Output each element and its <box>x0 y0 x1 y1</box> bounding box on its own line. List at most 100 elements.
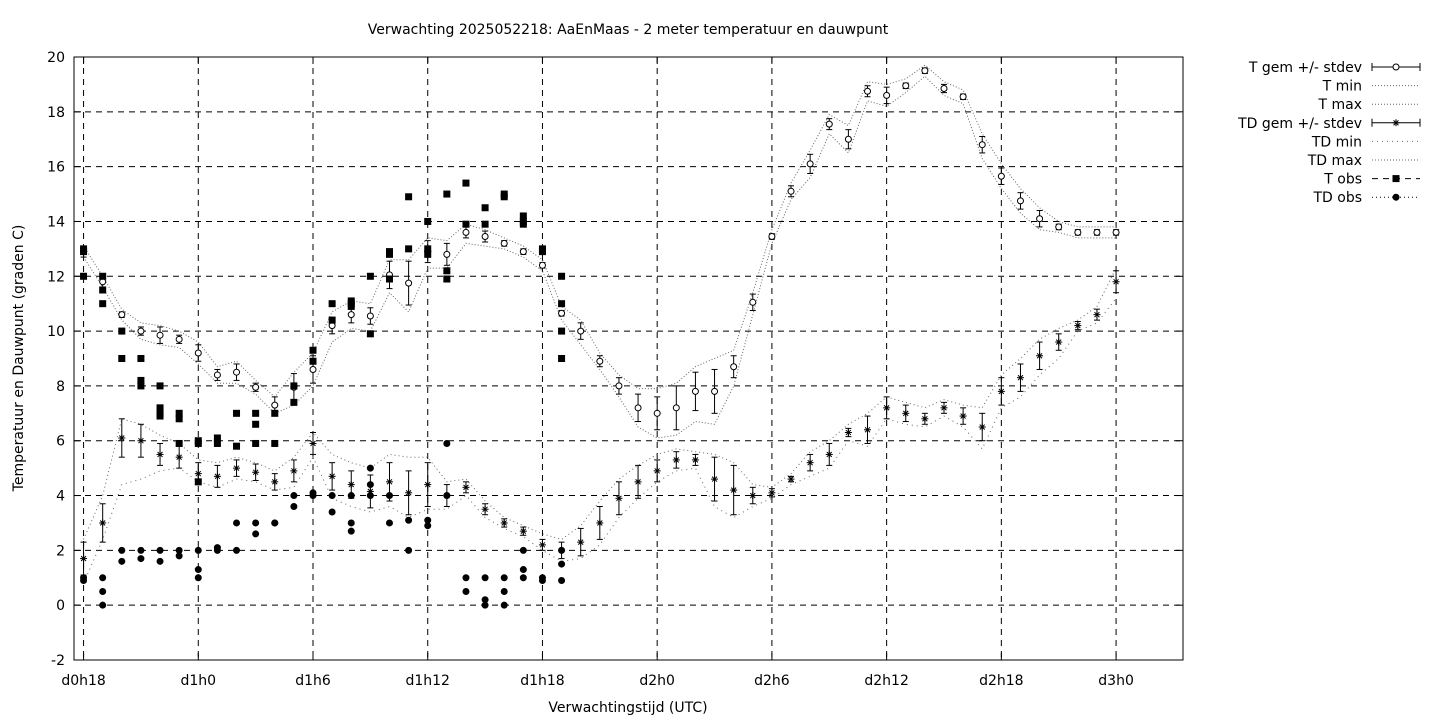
td-gem-point-stroke <box>138 437 144 444</box>
t-obs-point <box>99 272 107 280</box>
t-obs-point <box>271 439 279 447</box>
td-obs-point <box>519 546 527 554</box>
td-gem-point <box>749 492 757 500</box>
td-obs-point <box>99 587 107 595</box>
td-gem-point-stroke <box>845 429 852 436</box>
t-obs-point <box>137 382 145 390</box>
td-obs-point <box>80 577 88 585</box>
t-obs-point <box>194 478 202 486</box>
td-obs-point <box>290 503 298 511</box>
t-obs-point <box>385 250 393 258</box>
t-obs-point <box>194 439 202 447</box>
td-gem-point <box>347 481 355 489</box>
td-obs-point <box>519 566 527 574</box>
t-gem-point <box>672 404 680 412</box>
td-gem-point-stroke <box>118 435 125 441</box>
td-obs-point <box>500 574 508 582</box>
t-gem-point <box>538 261 546 269</box>
t-gem-point <box>118 311 126 319</box>
t-gem-point <box>481 233 489 241</box>
td-gem-point-stroke <box>1113 278 1119 285</box>
td-gem-point <box>1074 322 1082 330</box>
t-obs-point <box>558 272 566 280</box>
t-obs-point <box>519 212 527 220</box>
td-obs-point <box>156 557 164 565</box>
td-gem-point-stroke <box>539 542 546 548</box>
td-gem-point <box>711 475 719 483</box>
t-gem-point <box>844 135 852 143</box>
t-gem-point <box>921 67 929 75</box>
t-obs-point <box>156 412 164 420</box>
td-gem-point-stroke <box>597 520 603 526</box>
legend-marker <box>1392 63 1400 71</box>
td-gem-point-stroke <box>979 424 986 430</box>
td-gem-point-stroke <box>1036 352 1043 359</box>
td-gem-point-stroke <box>1075 322 1081 329</box>
t-obs-point <box>462 220 470 228</box>
td-gem-point <box>290 467 298 475</box>
t-gem-point <box>1074 228 1082 236</box>
td-obs-point <box>558 546 566 554</box>
td-gem-point-stroke <box>826 451 833 458</box>
y-tick-label: -2 <box>51 653 65 669</box>
legend-marker <box>1393 119 1399 126</box>
t-gem-point <box>1055 223 1063 231</box>
x-tick-label: d1h18 <box>520 673 564 689</box>
td-obs-point <box>366 481 374 489</box>
td-obs-point <box>328 492 336 500</box>
y-tick-label: 10 <box>47 324 65 340</box>
x-tick-label: d2h0 <box>639 673 675 689</box>
td-obs-point <box>252 530 260 538</box>
t-gem-point <box>271 401 279 409</box>
t-obs-point <box>328 316 336 324</box>
td-obs-point <box>194 566 202 574</box>
t-gem-point <box>634 404 642 412</box>
t-gem-point <box>309 365 317 373</box>
td-gem-point-stroke <box>998 388 1005 395</box>
t-obs-point <box>481 204 489 212</box>
td-gem-point <box>902 409 910 417</box>
t-obs-point <box>405 245 413 253</box>
t-gem-point <box>1016 197 1024 205</box>
t-gem-point <box>691 387 699 395</box>
t-gem-point <box>519 248 527 256</box>
y-tick-label: 6 <box>56 434 65 450</box>
t-gem-point <box>883 91 891 99</box>
t-obs-point <box>558 355 566 362</box>
t-gem-point <box>175 335 183 343</box>
legend: T gem +/- stdev T min T max TD gem +/- stde… <box>1237 60 1421 206</box>
x-tick-label: d3h0 <box>1098 673 1134 689</box>
x-tick-label: d1h12 <box>405 673 449 689</box>
td-gem-point <box>825 450 833 458</box>
y-tick-label: 0 <box>56 598 65 614</box>
t-gem-point <box>366 312 374 320</box>
td-obs-point <box>118 546 126 554</box>
t-obs-point <box>137 355 145 362</box>
td-obs-point <box>462 574 470 582</box>
td-gem-point <box>156 450 164 458</box>
td-gem-point-stroke <box>195 470 202 477</box>
t-obs-point <box>213 434 221 442</box>
td-obs-point <box>347 519 355 527</box>
x-tick-label: d1h0 <box>180 673 216 689</box>
t-obs-point <box>347 297 355 305</box>
t-gem-point <box>577 327 585 335</box>
td-obs-point <box>233 546 241 554</box>
td-gem-point-stroke <box>348 481 355 488</box>
t-gem-point <box>978 141 986 149</box>
t-obs-point <box>328 300 336 308</box>
t-obs-point <box>118 327 126 335</box>
td-gem-point <box>405 489 413 497</box>
td-gem-point-stroke <box>749 492 756 499</box>
t-obs-point <box>252 420 260 428</box>
t-gem-point <box>864 87 872 95</box>
t-gem-point <box>902 82 910 90</box>
legend-label: T min <box>1322 79 1362 95</box>
series-td-min <box>83 297 1117 584</box>
t-gem-point <box>768 233 776 241</box>
td-obs-point <box>309 489 317 497</box>
td-obs-point <box>366 492 374 500</box>
t-obs-point <box>424 245 432 253</box>
td-gem-point <box>385 478 393 486</box>
t-obs-point <box>443 190 451 198</box>
